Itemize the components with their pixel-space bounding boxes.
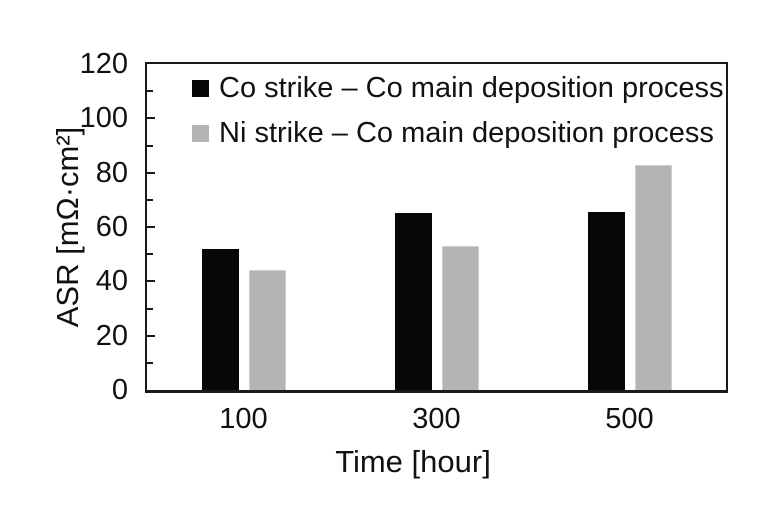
y-minor-tick	[147, 361, 153, 364]
y-major-tick	[147, 117, 155, 120]
legend: Co strike – Co main deposition process N…	[192, 66, 724, 156]
y-minor-tick	[147, 307, 153, 310]
y-tick-label: 40	[95, 265, 128, 298]
legend-item-co-strike: Co strike – Co main deposition process	[192, 66, 724, 111]
y-minor-tick	[147, 144, 153, 147]
bar-co-strike-300	[394, 213, 432, 390]
y-minor-tick	[147, 90, 153, 93]
plot-area: Co strike – Co main deposition process N…	[145, 62, 728, 393]
bar-co-strike-500	[587, 212, 625, 390]
bar-ni-strike-500	[634, 164, 672, 390]
bar-ni-strike-100	[248, 270, 286, 390]
legend-item-ni-strike: Ni strike – Co main deposition process	[192, 111, 724, 156]
y-major-tick	[147, 171, 155, 174]
legend-swatch-ni-strike	[192, 125, 209, 142]
legend-swatch-co-strike	[192, 80, 209, 97]
y-tick-label: 100	[79, 102, 128, 135]
bar-ni-strike-300	[441, 246, 479, 390]
y-major-tick	[147, 280, 155, 283]
bar-co-strike-100	[201, 248, 239, 390]
y-tick-label: 20	[95, 319, 128, 352]
legend-label-ni-strike: Ni strike – Co main deposition process	[219, 117, 714, 149]
y-tick-label: 60	[95, 211, 128, 243]
y-minor-tick	[147, 198, 153, 201]
y-minor-tick	[147, 253, 153, 256]
y-tick-label: 0	[111, 374, 128, 406]
legend-label-co-strike: Co strike – Co main deposition process	[219, 72, 724, 104]
x-axis-title: Time [hour]	[335, 444, 491, 479]
y-tick-label: 80	[95, 156, 128, 189]
y-major-tick	[147, 226, 155, 228]
x-tick-label: 500	[605, 403, 654, 435]
y-tick-label: 120	[79, 48, 128, 80]
y-major-tick	[147, 334, 155, 337]
x-tick-label: 300	[412, 403, 461, 435]
x-tick-label: 100	[219, 403, 268, 435]
